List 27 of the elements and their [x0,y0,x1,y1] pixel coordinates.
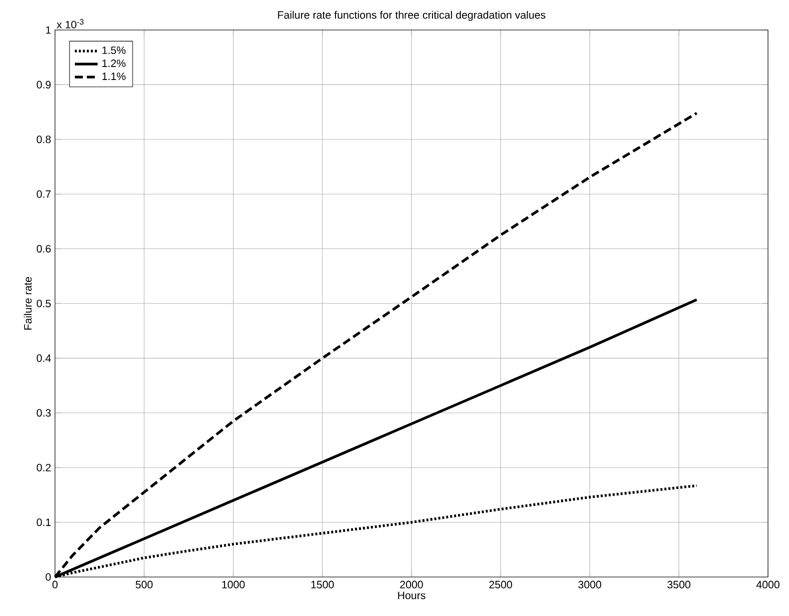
legend-label: 1.5% [102,46,126,54]
y-tick-label: 0.9 [36,80,51,88]
y-tick-label: 0.6 [36,245,51,253]
y-tick-label: 0 [46,573,51,581]
chart-title: Failure rate functions for three critical degradation values [278,10,546,21]
text: x 10$^{-3}$ [56,18,84,28]
x-tick-label: 1000 [222,580,245,588]
x-tick-label: 2500 [489,580,512,588]
x-axis-title: Hours [398,592,426,600]
y-tick-label: 0.3 [36,409,51,417]
x-tick-label: 3500 [667,580,690,588]
x-tick-label: 1500 [311,580,334,588]
y-axis-title: Failure rate [24,277,32,330]
y-tick-label: 0.1 [36,518,51,526]
x-tick-label: 0 [52,580,58,588]
y-tick-label: 0.8 [36,136,51,144]
y-tick-label: 0.4 [36,354,51,362]
x-tick-label: 2000 [400,580,423,588]
y-tick-label: 0.5 [36,300,51,308]
y-tick-label: 0.2 [36,464,51,472]
x-tick-label: 3000 [578,580,602,588]
y-tick-label: 1 [46,26,51,34]
x-tick-label: 500 [136,580,153,588]
legend-label: 1.2% [102,60,126,68]
y-tick-label: 0.7 [36,190,51,198]
legend-label: 1.1% [102,72,126,80]
x-tick-label: 4000 [756,580,780,588]
